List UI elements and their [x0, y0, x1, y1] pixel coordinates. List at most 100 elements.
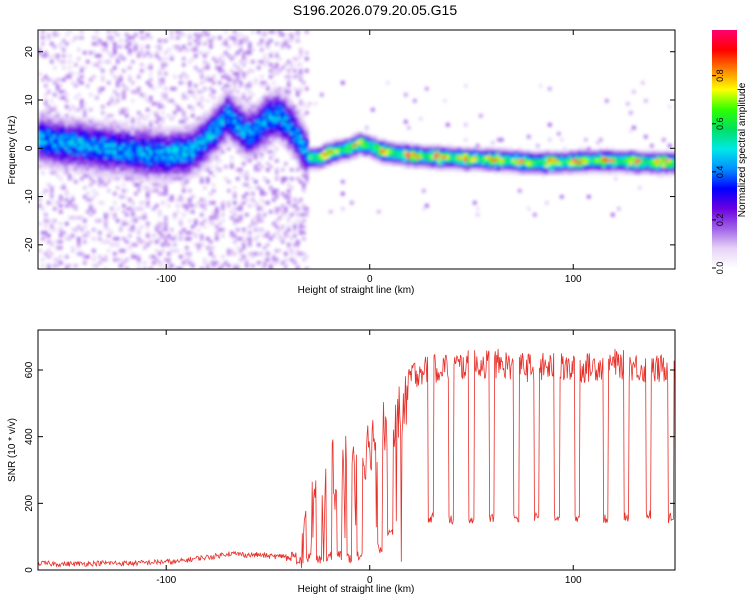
heatmap-cell	[59, 132, 63, 136]
heatmap-cell	[65, 153, 69, 157]
heatmap-cell	[113, 192, 117, 196]
heatmap-cell	[140, 129, 144, 133]
heatmap-cell	[212, 246, 216, 250]
heatmap-cell	[239, 105, 243, 109]
heatmap-cell	[428, 150, 432, 154]
heatmap-cell	[224, 102, 228, 106]
heatmap-cell	[425, 156, 429, 160]
heatmap-cell	[341, 138, 345, 142]
heatmap-cell	[173, 159, 177, 163]
heatmap-cell	[65, 126, 69, 130]
heatmap-cell	[542, 159, 546, 163]
heatmap-cell	[110, 72, 114, 76]
heatmap-cell	[56, 87, 60, 91]
heatmap-cell	[251, 150, 255, 154]
heatmap-cell	[233, 72, 237, 76]
heatmap-cell	[113, 243, 117, 247]
heatmap-cell	[206, 168, 210, 172]
heatmap-cell	[167, 153, 171, 157]
heatmap-cell	[164, 180, 168, 184]
heatmap-cell	[131, 225, 135, 229]
heatmap-cell	[71, 129, 75, 133]
heatmap-cell	[125, 132, 129, 136]
heatmap-cell	[68, 150, 72, 154]
heatmap-cell	[317, 147, 321, 151]
heatmap-cell	[422, 207, 426, 211]
heatmap-cell	[56, 153, 60, 157]
heatmap-cell	[173, 150, 177, 154]
heatmap-cell	[278, 99, 282, 103]
heatmap-cell	[173, 138, 177, 142]
heatmap-cell	[656, 162, 660, 166]
heatmap-cell	[491, 159, 495, 163]
heatmap-cell	[188, 261, 192, 265]
heatmap-cell	[605, 162, 609, 166]
heatmap-cell	[341, 159, 345, 163]
heatmap-cell	[74, 153, 78, 157]
heatmap-cell	[194, 135, 198, 139]
heatmap-cell	[92, 228, 96, 232]
heatmap-cell	[239, 249, 243, 253]
heatmap-cell	[167, 138, 171, 142]
heatmap-cell	[209, 132, 213, 136]
heatmap-cell	[482, 168, 486, 172]
heatmap-cell	[287, 102, 291, 106]
heatmap-cell	[128, 246, 132, 250]
heatmap-cell	[146, 51, 150, 55]
heatmap-cell	[80, 120, 84, 124]
heatmap-cell	[209, 159, 213, 163]
heatmap-cell	[506, 147, 510, 151]
heatmap-cell	[311, 150, 315, 154]
heatmap-cell	[83, 120, 87, 124]
heatmap-cell	[155, 228, 159, 232]
heatmap-cell	[497, 156, 501, 160]
heatmap-cell	[515, 165, 519, 169]
heatmap-cell	[365, 147, 369, 151]
heatmap-cell	[95, 171, 99, 175]
heatmap-cell	[107, 150, 111, 154]
heatmap-cell	[326, 153, 330, 157]
heatmap-cell	[278, 105, 282, 109]
heatmap-cell	[485, 165, 489, 169]
heatmap-cell	[197, 120, 201, 124]
heatmap-cell	[401, 153, 405, 157]
heatmap-cell	[386, 159, 390, 163]
heatmap-cell	[98, 87, 102, 91]
heatmap-cell	[542, 171, 546, 175]
heatmap-cell	[335, 150, 339, 154]
heatmap-cell	[38, 204, 42, 208]
heatmap-cell	[293, 132, 297, 136]
heatmap-cell	[368, 153, 372, 157]
heatmap-cell	[161, 63, 165, 67]
heatmap-cell	[422, 150, 426, 154]
heatmap-cell	[134, 192, 138, 196]
heatmap-cell	[278, 138, 282, 142]
heatmap-cell	[284, 123, 288, 127]
heatmap-cell	[527, 207, 531, 211]
heatmap-cell	[347, 138, 351, 142]
heatmap-cell	[152, 183, 156, 187]
heatmap-cell	[248, 69, 252, 73]
heatmap-cell	[182, 33, 186, 37]
heatmap-cell	[614, 159, 618, 163]
snr-series-line	[38, 348, 675, 569]
heatmap-cell	[116, 60, 120, 64]
heatmap-cell	[140, 138, 144, 142]
heatmap-cell	[170, 237, 174, 241]
heatmap-cell	[182, 63, 186, 67]
heatmap-cell	[569, 159, 573, 163]
heatmap-cell	[38, 120, 42, 124]
heatmap-cell	[419, 156, 423, 160]
heatmap-cell	[44, 219, 48, 223]
heatmap-cell	[59, 96, 63, 100]
heatmap-cell	[413, 165, 417, 169]
heatmap-cell	[197, 156, 201, 160]
heatmap-cell	[152, 135, 156, 139]
heatmap-cell	[425, 87, 429, 91]
heatmap-cell	[110, 147, 114, 151]
heatmap-cell	[278, 96, 282, 100]
heatmap-cell	[62, 171, 66, 175]
heatmap-cell	[95, 129, 99, 133]
heatmap-cell	[227, 36, 231, 40]
